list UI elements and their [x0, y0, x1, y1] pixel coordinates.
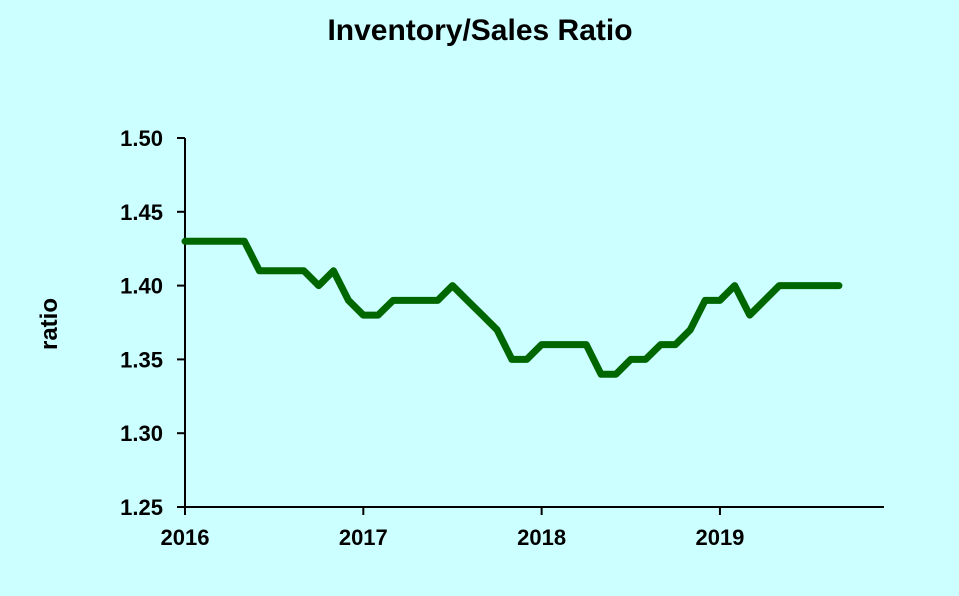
y-tick-label: 1.25 [120, 495, 163, 520]
y-tick-label: 1.40 [120, 274, 163, 299]
x-tick-label: 2017 [339, 525, 388, 550]
series-group [181, 237, 843, 378]
x-tick-label: 2016 [161, 525, 210, 550]
x-tick-label: 2019 [695, 525, 744, 550]
y-axis-label: ratio [36, 298, 63, 350]
axes [184, 138, 884, 508]
y-tick-label: 1.30 [120, 421, 163, 446]
chart-title: Inventory/Sales Ratio [327, 14, 632, 47]
y-tick-label: 1.35 [120, 347, 163, 372]
y-tick-label: 1.45 [120, 200, 163, 225]
y-ticks: 1.25 1.30 1.35 1.40 1.45 1.50 [120, 126, 185, 520]
series-line [181, 237, 843, 378]
x-tick-label: 2018 [517, 525, 566, 550]
x-ticks: 2016 2017 2018 2019 [161, 507, 744, 550]
y-tick-label: 1.50 [120, 126, 163, 151]
